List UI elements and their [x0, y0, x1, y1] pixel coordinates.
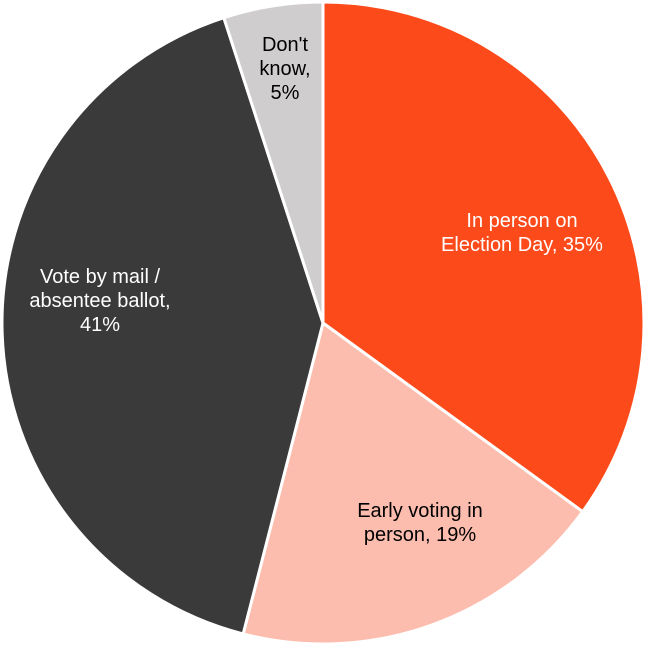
pie-slice-2 — [0, 16, 325, 636]
pie-slice-label-line: 41% — [80, 314, 120, 336]
pie-slice-label-line: Don't — [262, 34, 309, 56]
pie-slice-3 — [222, 0, 325, 325]
pie-labels: In person on Election Day, 35% Early votin… — [29, 34, 603, 546]
pie-slice-label-line: Early voting in — [357, 500, 483, 522]
pie-slice-label-line: In person on — [466, 210, 577, 232]
pie-slice-label-0: In person on Election Day, 35% — [441, 210, 603, 256]
pie-slice-label-line: know, — [259, 58, 310, 80]
pie-slice-label-1: Early voting in person, 19% — [357, 500, 483, 546]
pie-slice-label-line: absentee ballot, — [29, 290, 170, 312]
pie-slice-label-line: person, 19% — [364, 524, 477, 546]
pie-slice-label-line: Election Day, 35% — [441, 234, 603, 256]
pie-slice-label-3: Don't know, 5% — [259, 34, 310, 104]
pie-slice-0 — [321, 0, 646, 514]
pie-slice-label-2: Vote by mail / absentee ballot, 41% — [29, 266, 170, 336]
pie-slice-label-line: Vote by mail / — [40, 266, 161, 288]
pie-slice-label-line: 5% — [271, 82, 300, 104]
pie-slice-1 — [241, 321, 585, 646]
